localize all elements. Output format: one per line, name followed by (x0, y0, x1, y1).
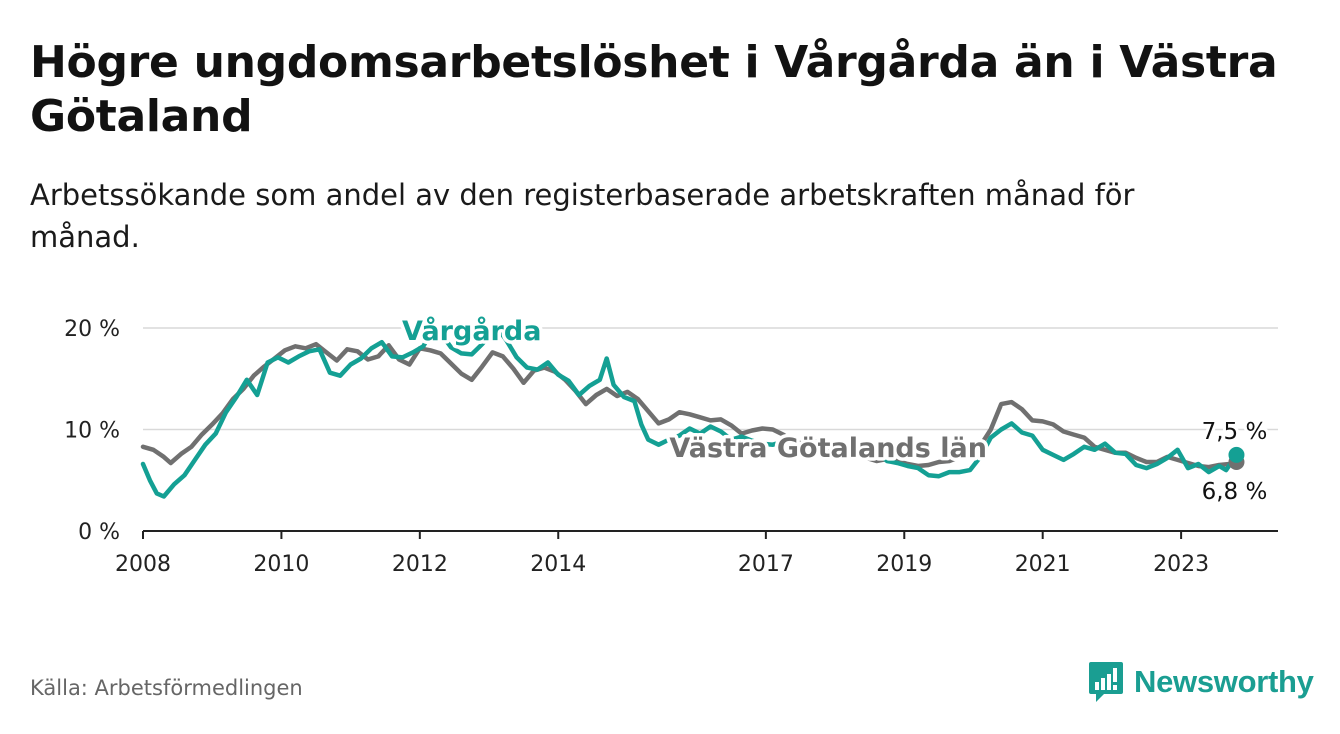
chart-subtitle: Arbetssökande som andel av den registerb… (30, 178, 1135, 254)
y-tick-label: 10 % (64, 419, 120, 444)
series-line-vargarda (140, 323, 1239, 499)
x-tick-label: 2010 (253, 552, 309, 577)
x-tick-label: 2014 (530, 552, 586, 577)
y-tick-label: 0 % (78, 520, 120, 545)
x-tick-label: 2023 (1153, 552, 1209, 577)
axes: 0 % 10 % 20 % 2008 2010 2012 2014 2017 2019 2021 2… (64, 317, 1278, 577)
end-value-halo: 7,5 % (1202, 419, 1268, 445)
series-label-vargarda: Vårgårda (402, 315, 541, 347)
series-lines (140, 323, 1239, 499)
x-tick-label: 2017 (738, 552, 794, 577)
source-note: Källa: Arbetsförmedlingen (30, 676, 303, 700)
x-tick-label: 2012 (392, 552, 448, 577)
x-tick-label: 2019 (876, 552, 932, 577)
newsworthy-logo-icon (1089, 662, 1123, 702)
series-label-vg: Västra Götalands län (669, 433, 987, 464)
y-tick-label: 20 % (64, 317, 120, 342)
x-tick-label: 2008 (115, 552, 171, 577)
end-marker-vargarda (1228, 446, 1245, 463)
brand-logo[interactable]: Newsworthy (1088, 660, 1314, 704)
series-line-vg (140, 341, 1239, 470)
chart-title: Högre ungdomsarbetslöshet i Vårgårda än … (30, 37, 1278, 142)
end-value-halo: 6,8 % (1202, 479, 1268, 505)
end-value-label-vg: 6,8 % (1202, 479, 1268, 505)
series-label-halo: Vårgårda (402, 315, 541, 347)
gridlines (143, 327, 1278, 431)
x-tick-label: 2021 (1015, 552, 1071, 577)
end-value-label-vargarda: 7,5 % (1202, 419, 1268, 445)
series-label-halo: Västra Götalands län (669, 433, 987, 464)
brand-name: Newsworthy (1134, 664, 1314, 699)
